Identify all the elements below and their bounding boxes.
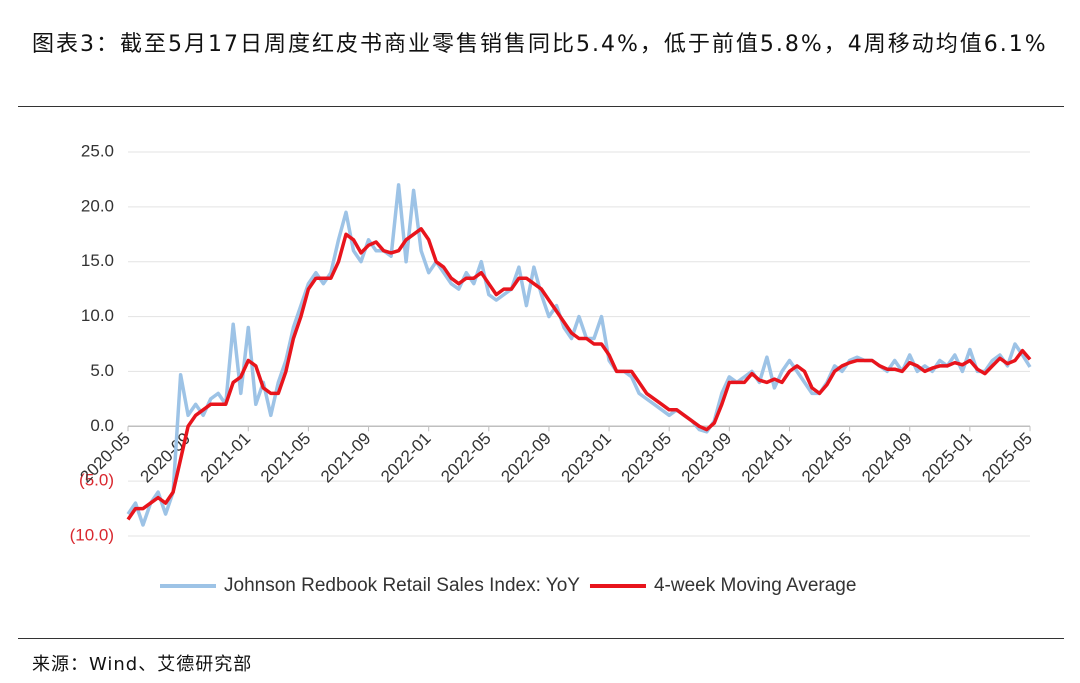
x-tick-label: 2024-09: [858, 429, 916, 487]
legend-label: 4-week Moving Average: [654, 575, 856, 596]
y-tick-label: 10.0: [81, 306, 114, 325]
y-tick-label: 0.0: [90, 416, 114, 435]
y-tick-label: (10.0): [70, 525, 114, 544]
x-tick-label: 2024-05: [798, 429, 856, 487]
x-tick-label: 2021-01: [197, 429, 255, 487]
legend-label: Johnson Redbook Retail Sales Index: YoY: [224, 575, 580, 596]
y-tick-label: 25.0: [81, 141, 114, 160]
data-line: [126, 227, 1032, 521]
y-tick-label: 15.0: [81, 251, 114, 270]
y-tick-label: (5.0): [79, 471, 114, 490]
x-tick-label: 2022-09: [497, 429, 555, 487]
x-tick-label: 2022-05: [437, 429, 495, 487]
x-tick-label: 2023-05: [618, 429, 676, 487]
x-tick-label: 2021-05: [257, 429, 315, 487]
x-tick-label: 2025-01: [918, 429, 976, 487]
x-tick-label: 2025-05: [978, 429, 1036, 487]
x-tick-label: 2024-01: [738, 429, 796, 487]
y-tick-label: 5.0: [90, 361, 114, 380]
title-rule: [18, 106, 1064, 107]
chart-title: 图表3：截至5月17日周度红皮书商业零售销售同比5.4%，低于前值5.8%，4周…: [32, 32, 1048, 57]
y-tick-label: 20.0: [81, 196, 114, 215]
x-tick-label: 2021-09: [317, 429, 375, 487]
source-note: 来源：Wind、艾德研究部: [32, 654, 253, 675]
source-rule: [18, 638, 1064, 639]
x-tick-label: 2022-01: [377, 429, 435, 487]
x-tick-label: 2023-01: [558, 429, 616, 487]
x-tick-label: 2023-09: [678, 429, 736, 487]
